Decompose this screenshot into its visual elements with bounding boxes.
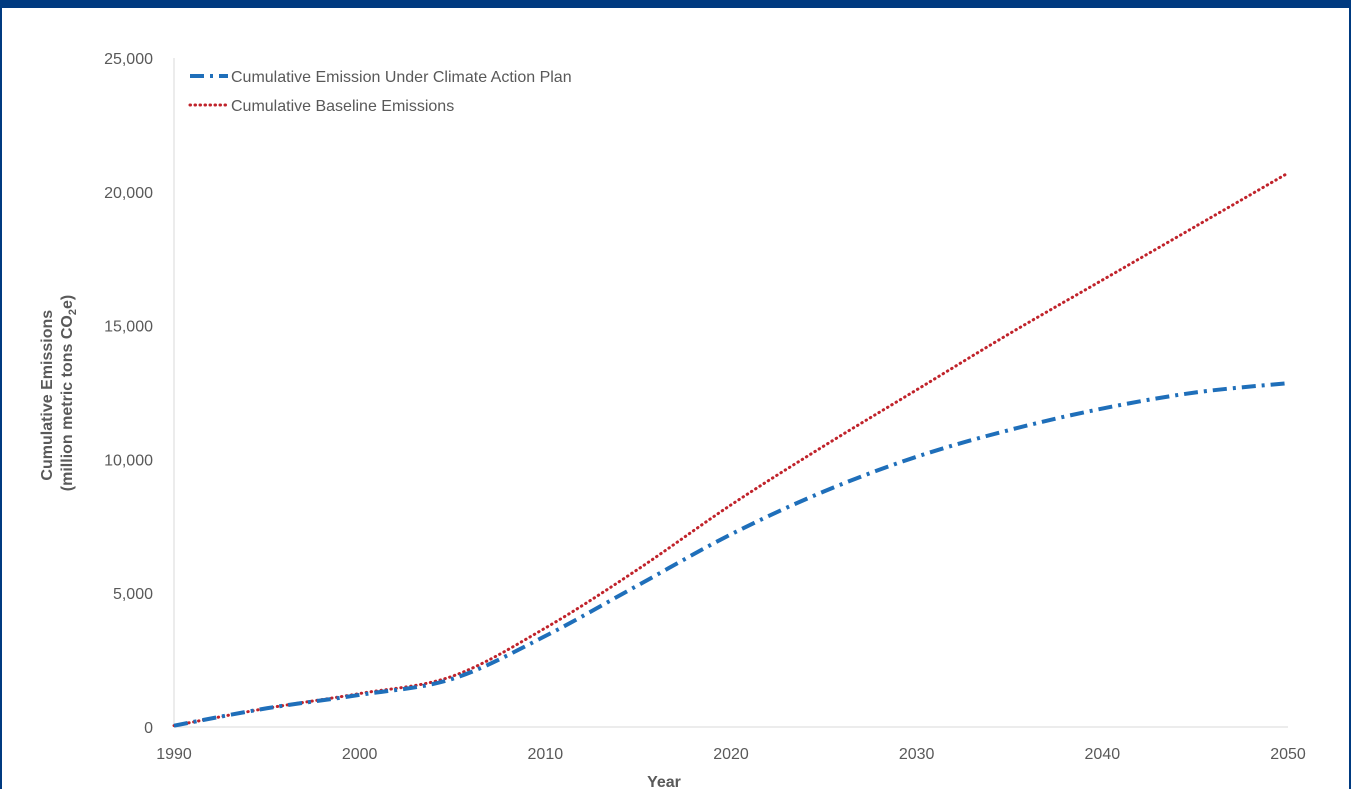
legend-label-baseline: Cumulative Baseline Emissions bbox=[231, 98, 454, 115]
frame-left-border bbox=[0, 8, 2, 789]
y-tick-label: 10,000 bbox=[104, 452, 153, 469]
frame-right-border bbox=[1349, 8, 1351, 789]
legend: Cumulative Emission Under Climate Action… bbox=[188, 69, 572, 115]
y-tick-label: 15,000 bbox=[104, 319, 153, 336]
x-tick-label: 2000 bbox=[342, 746, 378, 763]
top-accent-bar bbox=[0, 0, 1351, 8]
legend-label-climate-action-plan: Cumulative Emission Under Climate Action… bbox=[231, 69, 572, 86]
x-tick-label: 2030 bbox=[899, 746, 935, 763]
x-tick-label: 2020 bbox=[713, 746, 749, 763]
series-line-climate-action-plan bbox=[173, 381, 1289, 728]
series-lines bbox=[172, 171, 1290, 728]
x-tick-label: 1990 bbox=[156, 746, 192, 763]
x-tick-label: 2050 bbox=[1270, 746, 1306, 763]
y-axis-title-line2-post: e) bbox=[59, 295, 76, 309]
y-tick-label: 20,000 bbox=[104, 185, 153, 202]
axes bbox=[173, 58, 1288, 728]
y-axis-ticks: 0 5,000 10,000 15,000 20,000 25,000 bbox=[104, 51, 153, 737]
x-axis-title: Year bbox=[647, 774, 681, 789]
series-line-baseline bbox=[172, 171, 1290, 728]
x-tick-label: 2040 bbox=[1085, 746, 1121, 763]
y-axis-title-line1: Cumulative Emissions bbox=[39, 310, 56, 481]
y-axis-title-line2: (million metric tons CO2e) bbox=[59, 295, 79, 491]
y-axis-title: Cumulative Emissions (million metric ton… bbox=[39, 295, 79, 491]
y-tick-label: 0 bbox=[144, 720, 153, 737]
y-tick-label: 5,000 bbox=[113, 586, 153, 603]
y-axis-title-subscript: 2 bbox=[67, 309, 79, 315]
y-tick-label: 25,000 bbox=[104, 51, 153, 68]
y-axis-title-line2-pre: (million metric tons CO bbox=[59, 315, 76, 491]
x-axis-ticks: 1990 2000 2010 2020 2030 2040 2050 bbox=[156, 746, 1306, 763]
x-tick-label: 2010 bbox=[528, 746, 564, 763]
